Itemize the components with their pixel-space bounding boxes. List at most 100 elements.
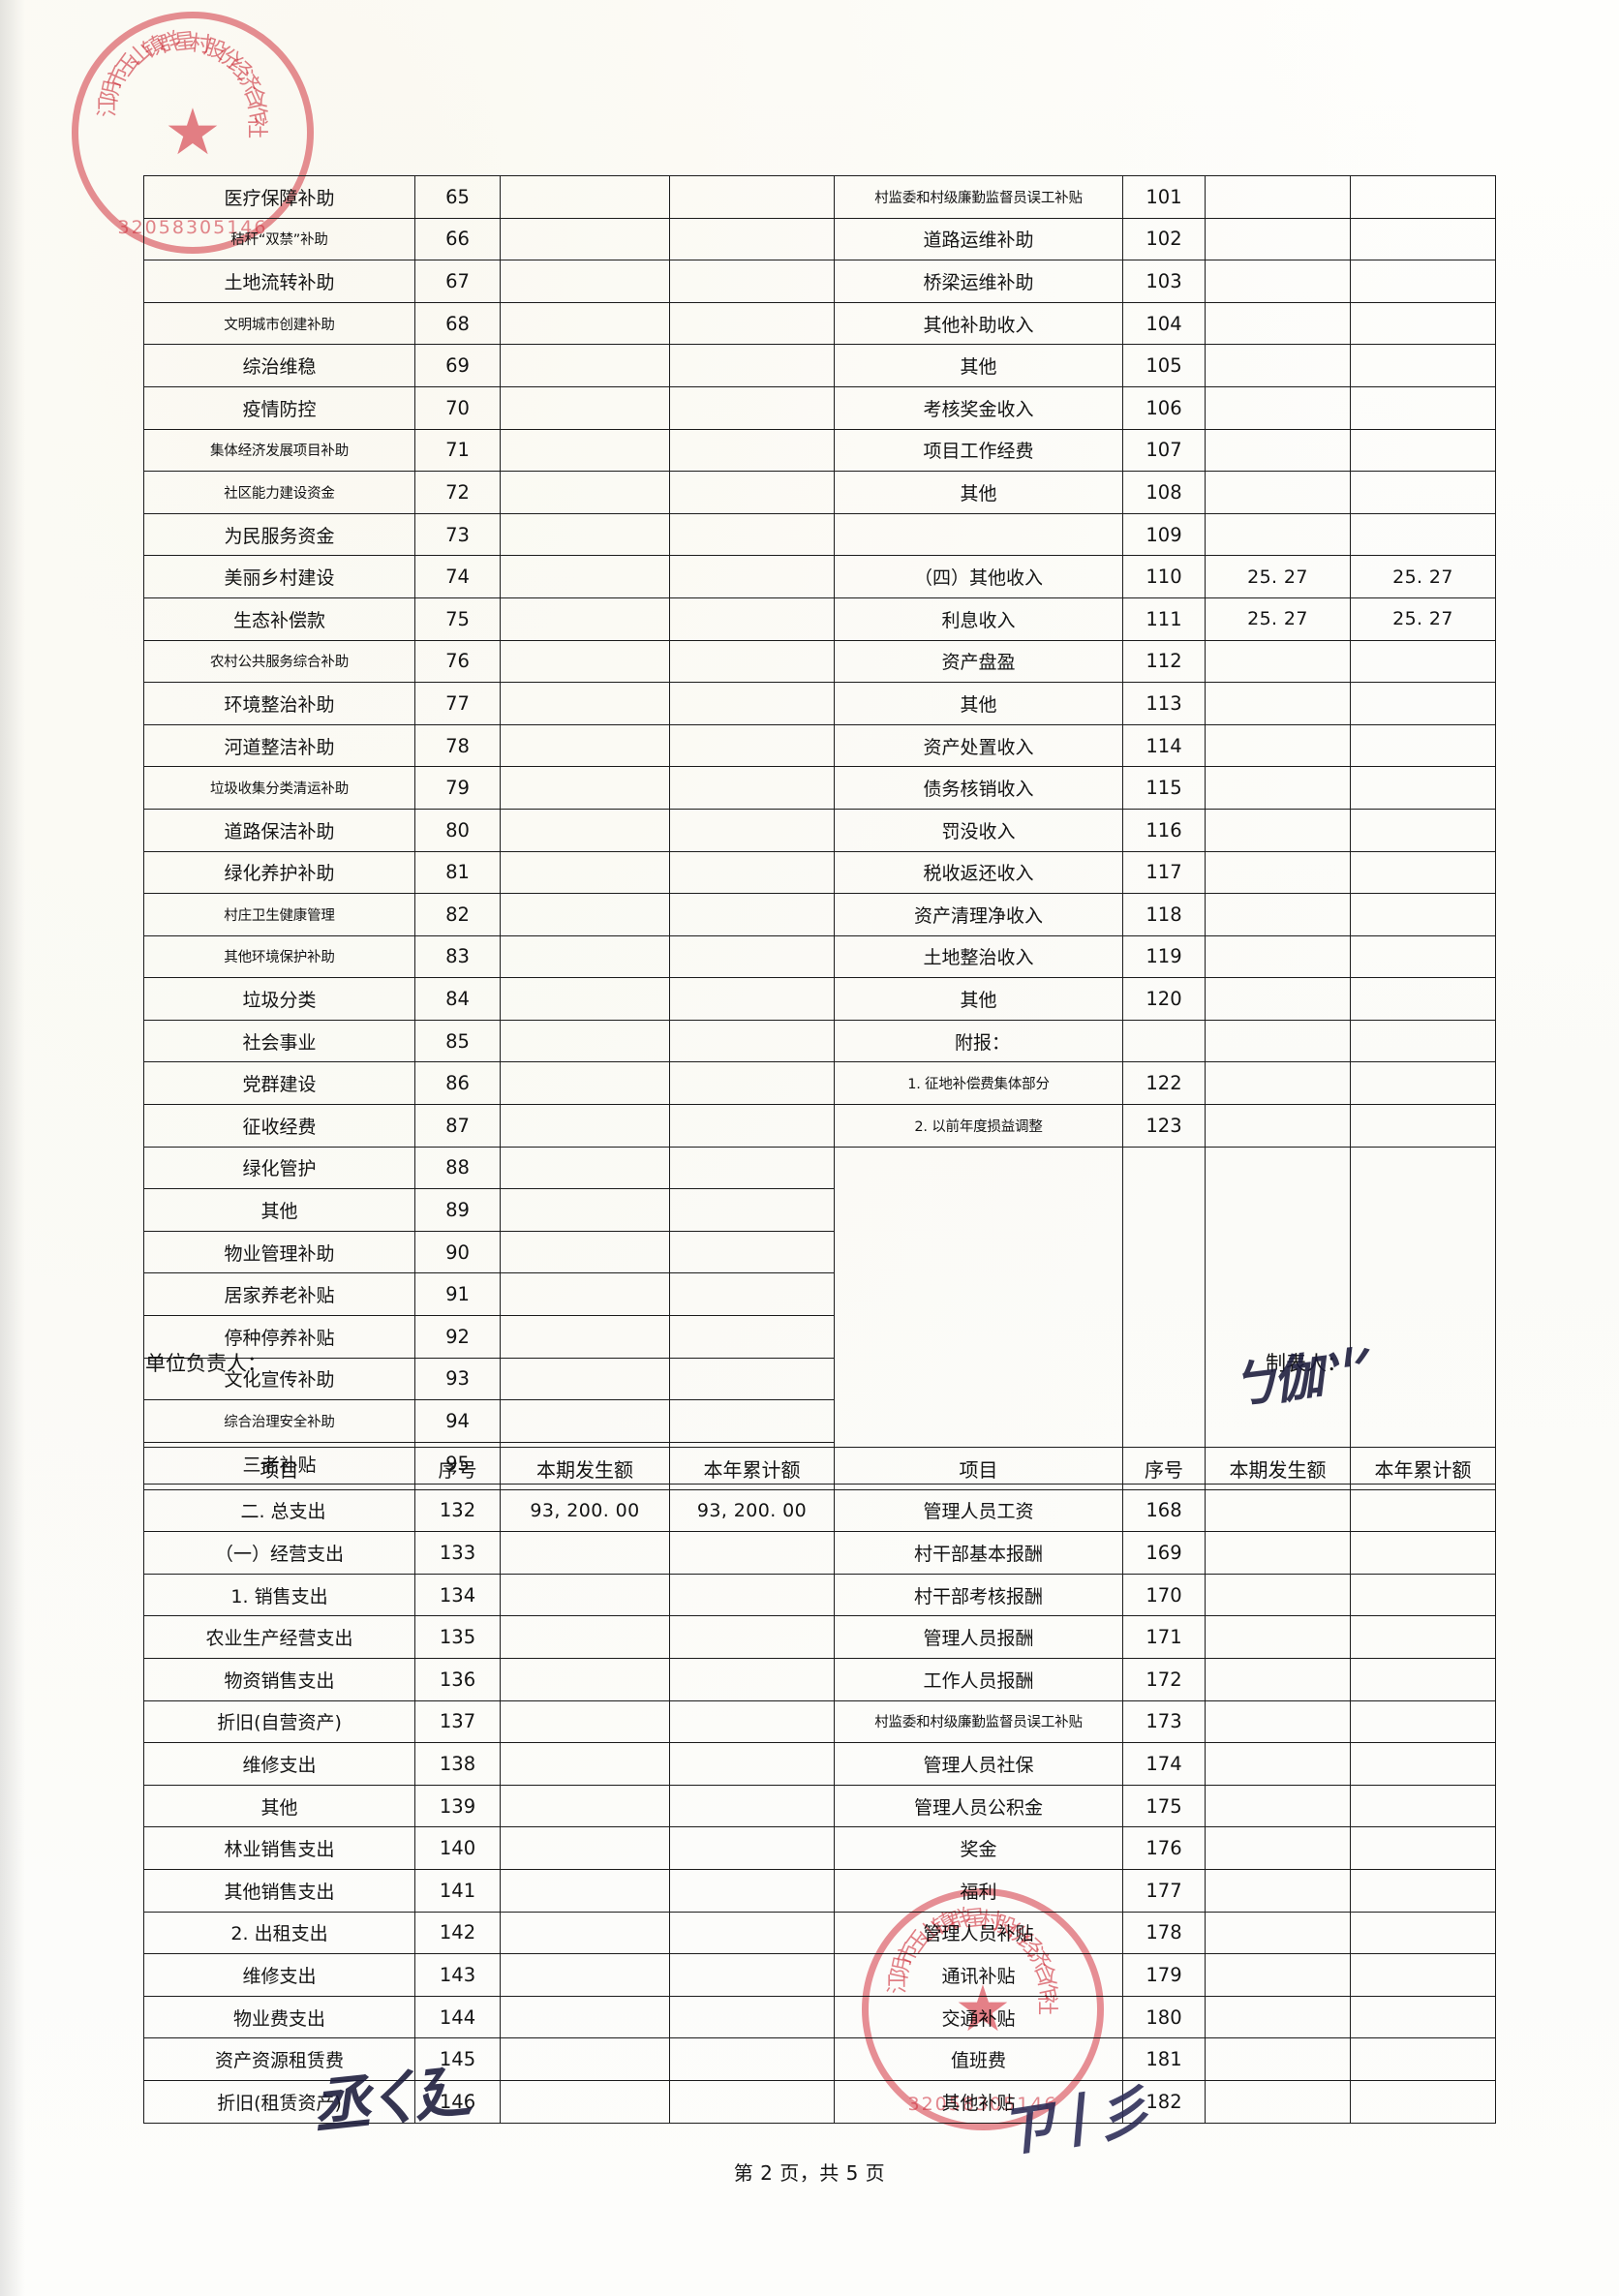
row-item-label-left: 村庄卫生健康管理 — [143, 893, 415, 936]
row-item-label-left: 环境整治补助 — [143, 682, 415, 725]
column-header-7: 本年累计额 — [1350, 1447, 1496, 1490]
row-current-amount-right — [1205, 1953, 1351, 1997]
row-seq-right: 173 — [1122, 1699, 1206, 1744]
row-current-amount-right — [1205, 639, 1351, 684]
row-ytd-amount-left — [669, 1657, 835, 1701]
row-seq-left: 86 — [414, 1061, 501, 1106]
row-item-label-right: 其他补贴 — [834, 2079, 1123, 2124]
row-ytd-amount-left — [669, 428, 835, 473]
row-current-amount-left — [500, 344, 670, 387]
row-seq-left: 65 — [414, 175, 501, 219]
row-item-label-right: 其他 — [834, 682, 1123, 725]
row-seq-left: 81 — [414, 850, 501, 895]
row-seq-left: 85 — [414, 1019, 501, 1063]
row-ytd-amount-left — [669, 850, 835, 895]
row-item-label-left: 其他 — [143, 1188, 415, 1232]
row-ytd-amount-right — [1350, 934, 1496, 979]
row-current-amount-left — [500, 555, 670, 598]
row-ytd-amount-right — [1350, 1868, 1496, 1913]
row-ytd-amount-right — [1350, 766, 1496, 810]
row-ytd-amount-left — [669, 1826, 835, 1870]
row-item-label-left: 维修支出 — [143, 1953, 415, 1997]
row-ytd-amount-left — [669, 1868, 835, 1913]
row-ytd-amount-right — [1350, 1104, 1496, 1148]
row-seq-right: 175 — [1122, 1784, 1206, 1828]
row-seq-right: 105 — [1122, 344, 1206, 387]
table-row: 疫情防控 70 考核奖金收入 106 — [143, 385, 1496, 430]
row-item-label-right: 1. 征地补偿费集体部分 — [834, 1061, 1123, 1106]
row-seq-left: 69 — [414, 344, 501, 387]
table-header-row: 项目 序号 本期发生额 本年累计额 项目 序号 本期发生额 本年累计额 — [143, 1447, 1496, 1490]
row-seq-left: 71 — [414, 428, 501, 473]
row-item-label-left: 医疗保障补助 — [143, 175, 415, 219]
row-seq-left: 80 — [414, 808, 501, 852]
row-ytd-amount-left — [669, 1615, 835, 1659]
row-current-amount-right — [1205, 850, 1351, 895]
row-seq-left: 135 — [414, 1615, 501, 1659]
row-item-label-right: 2. 以前年度损益调整 — [834, 1104, 1123, 1148]
row-current-amount-left — [500, 1742, 670, 1786]
table-row: 秸秆“双禁”补助 66 道路运维补助 102 — [143, 217, 1496, 261]
table-row: 绿化养护补助 81 税收返还收入 117 — [143, 850, 1496, 895]
table-row: 土地流转补助 67 桥梁运维补助 103 — [143, 260, 1496, 303]
row-item-label-right: 桥梁运维补助 — [834, 260, 1123, 303]
row-ytd-amount-left — [669, 2037, 835, 2081]
row-item-label-left: 2. 出租支出 — [143, 1911, 415, 1955]
row-seq-right: 113 — [1122, 682, 1206, 725]
row-item-label-left: 绿化养护补助 — [143, 850, 415, 895]
row-seq-left: 139 — [414, 1784, 501, 1828]
row-seq-left: 92 — [414, 1315, 501, 1359]
table-row: 1. 销售支出 134 村干部考核报酬 170 — [143, 1573, 1496, 1617]
row-ytd-amount-right — [1350, 1019, 1496, 1063]
row-ytd-amount-left — [669, 1230, 835, 1274]
row-item-label-right: 债务核销收入 — [834, 766, 1123, 810]
row-current-amount-right — [1205, 934, 1351, 979]
row-seq-left: 133 — [414, 1531, 501, 1575]
table-row: 居家养老补贴 91 — [143, 1272, 1496, 1317]
row-ytd-amount-right — [1350, 682, 1496, 725]
row-item-label-left: 道路保洁补助 — [143, 808, 415, 852]
row-current-amount-left — [500, 1995, 670, 2039]
table-row: 道路保洁补助 80 罚没收入 116 — [143, 808, 1496, 852]
row-current-amount-left — [500, 1272, 670, 1317]
row-current-amount-right — [1205, 512, 1351, 557]
row-seq-right: 114 — [1122, 723, 1206, 768]
row-seq-right: 106 — [1122, 385, 1206, 430]
row-current-amount-right — [1205, 1826, 1351, 1870]
row-seq-right: 115 — [1122, 766, 1206, 810]
row-ytd-amount-left — [669, 260, 835, 303]
table-row: 维修支出 143 通讯补贴 179 — [143, 1953, 1496, 1997]
row-current-amount-right — [1205, 1699, 1351, 1744]
row-current-amount-left — [500, 808, 670, 852]
row-seq-right: 103 — [1122, 260, 1206, 303]
row-current-amount-right — [1205, 1104, 1351, 1148]
row-ytd-amount-right — [1350, 512, 1496, 557]
row-current-amount-left — [500, 977, 670, 1021]
row-current-amount-left — [500, 1531, 670, 1575]
row-current-amount-left — [500, 850, 670, 895]
row-ytd-amount-left — [669, 639, 835, 684]
table-row: 文明城市创建补助 68 其他补助收入 104 — [143, 301, 1496, 346]
row-seq-left: 137 — [414, 1699, 501, 1744]
row-seq-left: 144 — [414, 1995, 501, 2039]
row-seq-right: 176 — [1122, 1826, 1206, 1870]
row-seq-right: 168 — [1122, 1488, 1206, 1533]
row-ytd-amount-right — [1350, 1657, 1496, 1701]
expenditure-table-body: 项目 序号 本期发生额 本年累计额 项目 序号 本期发生额 本年累计额 二. 总支出 132 93,… — [143, 1447, 1496, 2124]
row-item-label-left: 垃圾分类 — [143, 977, 415, 1021]
row-item-label-left: 秸秆“双禁”补助 — [143, 217, 415, 261]
row-seq-right: 122 — [1122, 1061, 1206, 1106]
row-ytd-amount-right — [1350, 1699, 1496, 1744]
row-item-label-left: 社区能力建设资金 — [143, 471, 415, 514]
row-ytd-amount-left — [669, 217, 835, 261]
table-row: 折旧(自营资产) 137 村监委和村级廉勤监督员误工补贴 173 — [143, 1699, 1496, 1744]
row-seq-left: 76 — [414, 639, 501, 684]
signature-row: 单位负责人： 制表人： — [143, 1348, 1475, 1377]
row-current-amount-right — [1205, 175, 1351, 219]
row-ytd-amount-left — [669, 1995, 835, 2039]
table-row: 其他销售支出 141 福利 177 — [143, 1868, 1496, 1913]
row-seq-left: 73 — [414, 512, 501, 557]
row-seq-left: 87 — [414, 1104, 501, 1148]
table-row: 垃圾收集分类清运补助 79 债务核销收入 115 — [143, 766, 1496, 810]
row-current-amount-right — [1205, 1657, 1351, 1701]
